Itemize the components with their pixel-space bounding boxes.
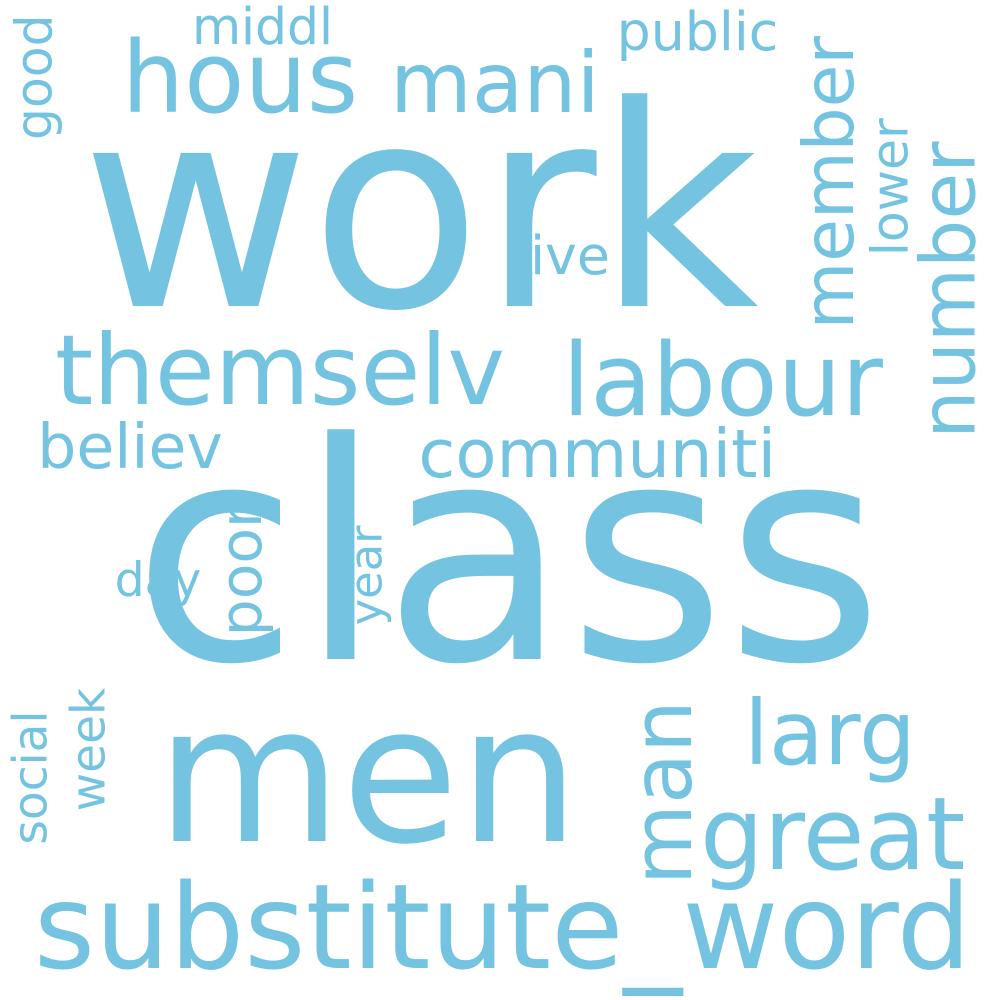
word-week: week — [61, 688, 117, 812]
word-labour: labour — [562, 320, 883, 439]
word-middl: middl — [191, 0, 333, 57]
word-poor: poor — [206, 503, 275, 637]
word-hous: hous — [121, 21, 359, 136]
word-communiti: communiti — [418, 415, 777, 494]
word-themselv: themselv — [55, 314, 506, 428]
word-good: good — [4, 14, 64, 141]
word-day: day — [114, 553, 202, 609]
word-year: year — [339, 525, 393, 625]
word-lower: lower — [860, 118, 920, 257]
word-class: class — [132, 378, 884, 731]
word-social: social — [3, 710, 59, 845]
word-larg: larg — [743, 682, 916, 787]
word-work: work — [81, 47, 759, 373]
word-mani: mani — [390, 33, 600, 132]
word-believ: believ — [37, 410, 223, 483]
word-member: member — [790, 35, 871, 330]
word-man: man — [613, 699, 711, 886]
word-great: great — [700, 775, 966, 893]
word-live: live — [515, 224, 610, 288]
word-number: number — [904, 141, 994, 439]
word-men: men — [156, 663, 580, 886]
word-substitute-word: substitute_word — [33, 858, 972, 996]
word-public: public — [616, 0, 779, 64]
